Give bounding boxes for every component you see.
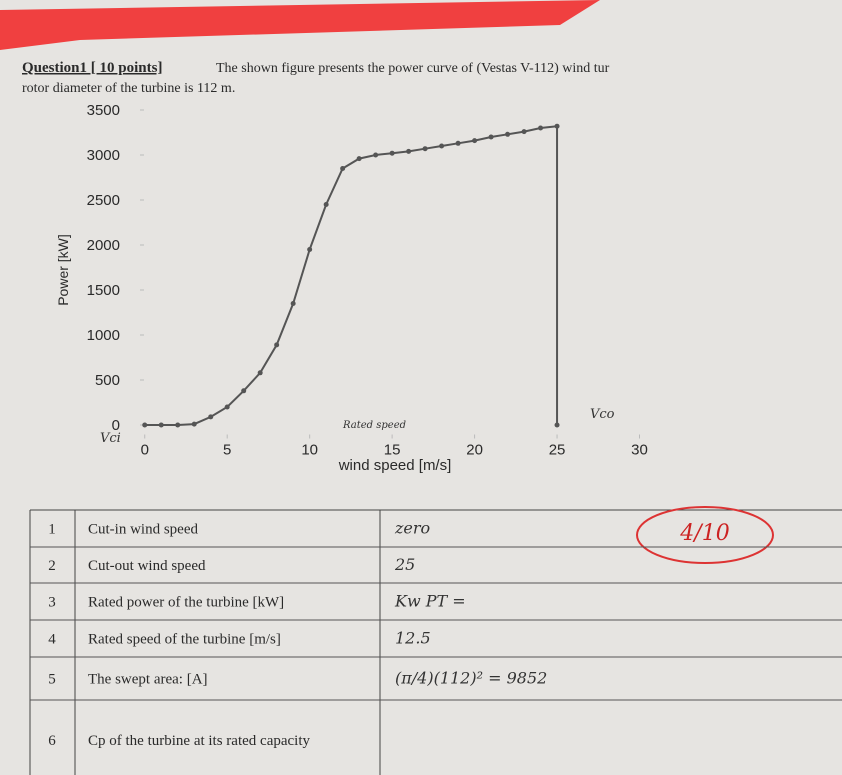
x-tick-label: 25: [549, 442, 566, 459]
row-label: The swept area: [A]: [88, 672, 208, 688]
x-tick-label: 30: [631, 442, 648, 459]
grade: 4/10: [679, 521, 729, 546]
handwritten-answer: 25: [394, 555, 415, 574]
y-tick-label: 500: [95, 372, 120, 389]
answer-table: [29, 509, 842, 775]
handwritten-answer: Kw PT =: [394, 592, 466, 611]
data-point: [439, 143, 445, 149]
data-point: [505, 131, 511, 137]
data-point: [142, 422, 148, 428]
row-label: Cut-in wind speed: [88, 522, 198, 538]
handwritten-note: Rated speed: [342, 420, 406, 431]
data-point: [323, 202, 329, 207]
row-number: 4: [48, 632, 56, 648]
data-point: [373, 152, 379, 158]
y-tick-label: 1500: [87, 282, 120, 299]
data-point: [224, 404, 230, 410]
x-tick-label: 20: [466, 442, 483, 459]
y-tick-label: 3000: [87, 147, 120, 164]
row-number: 5: [48, 672, 56, 688]
grade-circle: [636, 506, 774, 564]
y-axis-label: Power [kW]: [55, 234, 71, 306]
row-label: Cp of the turbine at its rated capacity: [88, 733, 311, 749]
x-tick-label: 10: [301, 442, 318, 459]
row-number: 3: [48, 595, 56, 611]
question-title: Question1 [ 10 points]: [22, 60, 162, 76]
question-text: The shown figure presents the power curv…: [216, 61, 610, 76]
row-label: Rated speed of the turbine [m/s]: [88, 632, 281, 648]
question-text: rotor diameter of the turbine is 112 m.: [22, 81, 235, 96]
x-tick-label: 0: [141, 442, 149, 459]
y-tick-label: 2000: [87, 237, 120, 254]
data-point: [175, 422, 181, 428]
y-tick-label: 0: [112, 417, 120, 434]
data-point: [290, 301, 296, 306]
row-number: 2: [48, 558, 56, 574]
data-point: [538, 125, 544, 131]
data-point: [455, 140, 461, 146]
x-axis-label: wind speed [m/s]: [338, 457, 452, 474]
data-point: [554, 123, 560, 129]
handwritten-answer: (π/4)(112)² = 9852: [395, 669, 547, 688]
data-point: [488, 134, 494, 140]
data-point: [340, 166, 346, 171]
handwritten-answer: zero: [394, 519, 430, 538]
data-point: [274, 342, 280, 348]
data-point: [307, 247, 313, 252]
data-point: [554, 422, 560, 428]
x-tick-label: 5: [223, 442, 231, 459]
handwritten-note: Vci: [100, 431, 121, 446]
y-tick-label: 2500: [87, 192, 120, 209]
data-point: [356, 156, 362, 162]
data-point: [521, 129, 527, 135]
data-point: [422, 146, 428, 152]
data-point: [241, 388, 247, 394]
y-tick-label: 3500: [87, 102, 120, 119]
x-tick-label: 15: [384, 442, 401, 459]
data-point: [472, 138, 478, 144]
handwritten-answer: 12.5: [395, 629, 431, 648]
y-tick-label: 1000: [87, 327, 120, 344]
data-point: [257, 370, 263, 376]
row-label: Cut-out wind speed: [88, 558, 206, 574]
data-point: [158, 422, 164, 428]
red-scribble: [0, 0, 600, 50]
row-label: Rated power of the turbine [kW]: [88, 595, 284, 611]
row-number: 1: [48, 522, 56, 538]
data-point: [406, 148, 412, 154]
data-point: [389, 150, 395, 156]
data-point: [208, 414, 214, 420]
data-point: [191, 421, 197, 427]
row-number: 6: [48, 733, 56, 749]
handwritten-note: Vco: [590, 407, 615, 422]
